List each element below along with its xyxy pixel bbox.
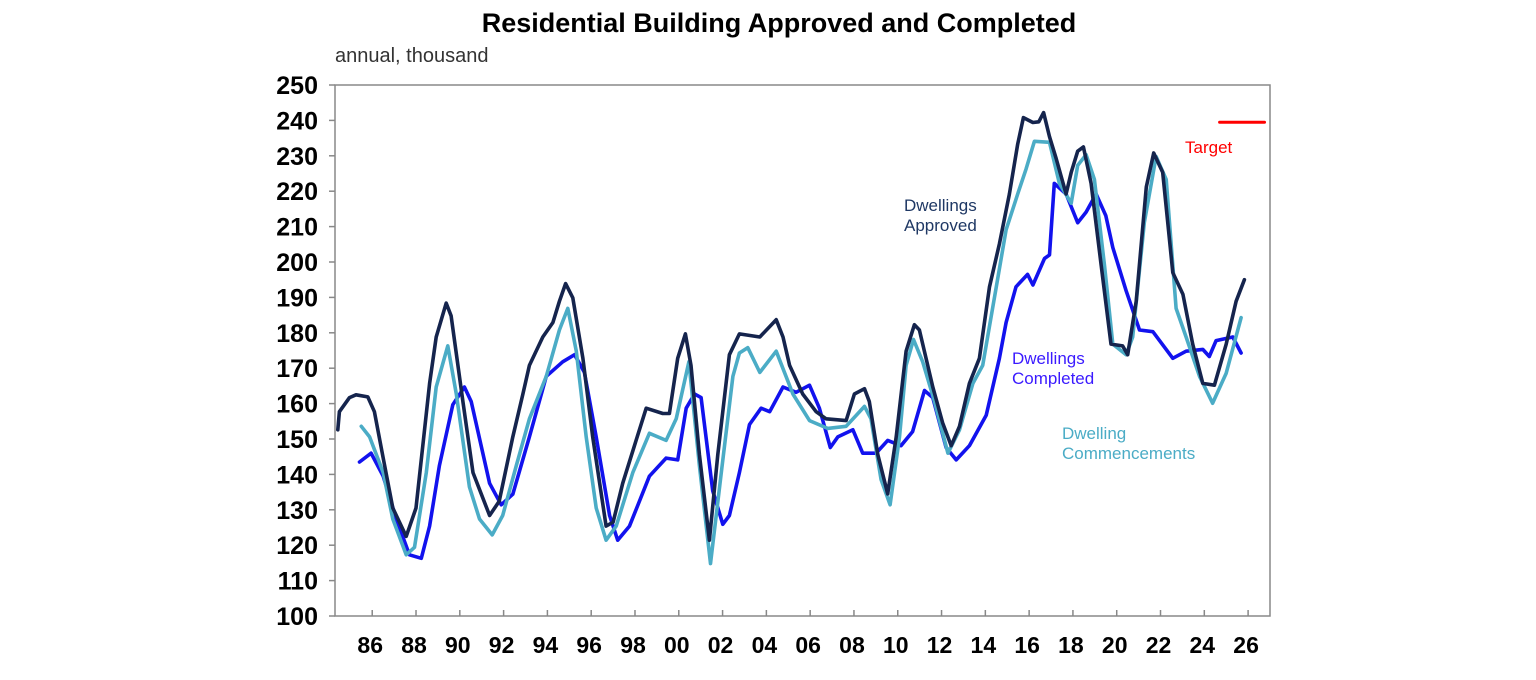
- annotation-completed: Dwellings Completed: [1012, 349, 1094, 388]
- x-tick-label: 14: [971, 632, 997, 658]
- annotation-approved-line1: Dwellings: [904, 196, 977, 215]
- series-line-approved: [336, 110, 1247, 542]
- x-tick-label: 12: [927, 632, 953, 658]
- x-tick-label: 00: [664, 632, 690, 658]
- x-tick-label: 08: [839, 632, 865, 658]
- y-tick-label: 130: [276, 497, 318, 525]
- y-tick-label: 100: [276, 603, 318, 631]
- chart-title: Residential Building Approved and Comple…: [482, 8, 1077, 38]
- y-axis: 100 110 120 130 140 150 160 170 180 190 200 210 220 2…: [276, 72, 335, 631]
- x-tick-label: 26: [1233, 632, 1259, 658]
- y-tick-label: 150: [276, 426, 318, 454]
- annotation-target: Target: [1185, 138, 1233, 157]
- x-tick-label: 22: [1146, 632, 1172, 658]
- x-tick-label: 98: [620, 632, 646, 658]
- x-tick-label: 10: [883, 632, 909, 658]
- x-tick-label: 86: [357, 632, 383, 658]
- y-tick-label: 120: [276, 532, 318, 560]
- y-tick-label: 200: [276, 249, 318, 277]
- series-line-commencements: [359, 139, 1243, 566]
- x-tick-label: 24: [1190, 632, 1216, 658]
- annotation-commencements-line1: Dwelling: [1062, 424, 1126, 443]
- x-tick-label: 02: [708, 632, 734, 658]
- x-tick-label: 04: [752, 632, 778, 658]
- annotation-commencements: Dwelling Commencements: [1062, 424, 1195, 463]
- x-tick-label: 96: [576, 632, 602, 658]
- x-tick-label: 16: [1014, 632, 1040, 658]
- y-tick-label: 140: [276, 461, 318, 489]
- x-tick-label: 18: [1058, 632, 1084, 658]
- y-tick-label: 220: [276, 178, 318, 206]
- y-tick-label: 170: [276, 355, 318, 383]
- x-tick-label: 88: [401, 632, 427, 658]
- y-tick-label: 210: [276, 214, 318, 242]
- x-tick-label: 20: [1102, 632, 1128, 658]
- chart-subtitle: annual, thousand: [335, 45, 488, 67]
- x-tick-label: 94: [533, 632, 559, 658]
- y-tick-label: 240: [276, 107, 318, 135]
- annotation-completed-line1: Dwellings: [1012, 349, 1085, 368]
- y-tick-label: 180: [276, 320, 318, 348]
- annotation-approved: Dwellings Approved: [904, 196, 977, 235]
- annotation-completed-line2: Completed: [1012, 369, 1094, 388]
- series-lines: [336, 110, 1266, 566]
- y-tick-label: 160: [276, 391, 318, 419]
- y-tick-label: 230: [276, 143, 318, 171]
- annotation-commencements-line2: Commencements: [1062, 444, 1195, 463]
- y-tick-label: 110: [278, 568, 318, 596]
- y-tick-label: 190: [276, 284, 318, 312]
- x-tick-label: 90: [445, 632, 471, 658]
- plot-area: [334, 84, 1271, 617]
- series-line-completed: [357, 181, 1243, 561]
- x-tick-label: 06: [795, 632, 821, 658]
- annotation-approved-line2: Approved: [904, 216, 977, 235]
- x-axis: 86 88 90 92 94 96 98 00 02 04 06 08 10 12 14 16 18 20 22 24…: [357, 610, 1259, 658]
- y-tick-label: 250: [276, 72, 318, 100]
- x-tick-label: 92: [489, 632, 515, 658]
